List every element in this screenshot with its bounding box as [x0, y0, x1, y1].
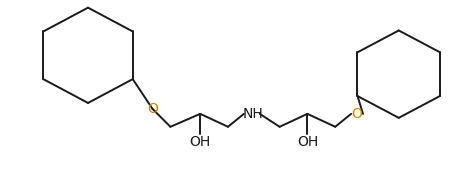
- Text: NH: NH: [243, 107, 263, 121]
- Text: O: O: [351, 107, 362, 121]
- Text: OH: OH: [190, 135, 211, 149]
- Text: OH: OH: [297, 135, 318, 149]
- Text: O: O: [147, 102, 158, 116]
